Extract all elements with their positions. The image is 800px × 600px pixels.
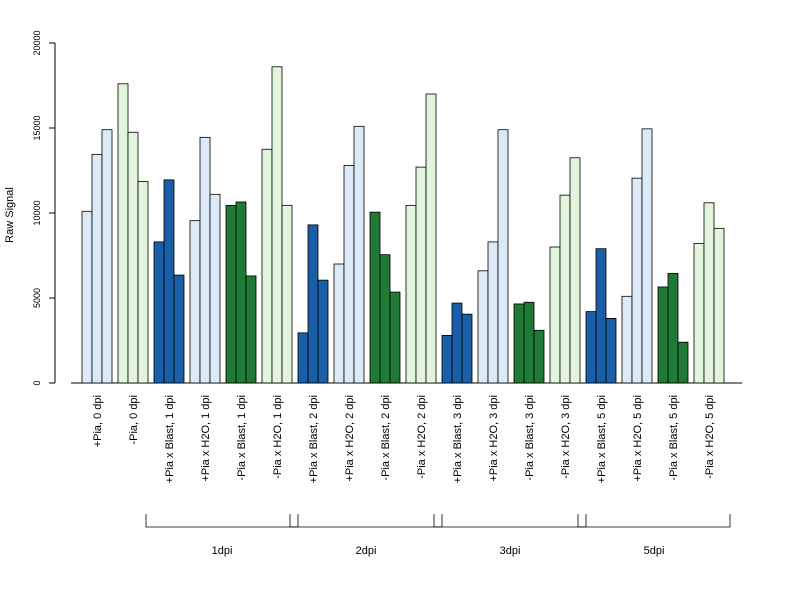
bar (549, 246, 561, 384)
bar (595, 248, 607, 384)
group-bracket (577, 514, 731, 528)
bar (667, 272, 679, 384)
y-tick-label: 5000 (32, 288, 42, 308)
category-label: +Pia x H2O, 2 dpi (344, 395, 356, 482)
bar (605, 317, 617, 384)
bar (477, 270, 489, 384)
bar (297, 332, 309, 384)
bar (621, 295, 633, 384)
category-label: +Pia x H2O, 3 dpi (488, 395, 500, 482)
bar (199, 136, 211, 384)
category-label: -Pia, 0 dpi (128, 395, 140, 445)
category-labels: +Pia, 0 dpi -Pia, 0 dpi +Pia x Blast, 1 dp… (92, 395, 716, 483)
bar (271, 66, 283, 384)
group-bracket (433, 514, 587, 528)
bar (513, 303, 525, 384)
bar (235, 201, 247, 384)
group-label: 3dpi (500, 545, 521, 557)
category-label: +Pia x Blast, 5 dpi (596, 395, 608, 483)
bar (91, 153, 103, 384)
bar (333, 263, 345, 384)
bar (81, 210, 93, 384)
group-brackets: 1dpi 2dpi 3dpi 5dpi (145, 514, 731, 557)
category-label: +Pia x H2O, 1 dpi (200, 395, 212, 482)
bar (585, 311, 597, 384)
category-label: +Pia x Blast, 2 dpi (308, 395, 320, 483)
bar (569, 157, 581, 384)
y-tick-label: 15000 (32, 115, 42, 140)
bar (693, 243, 705, 384)
bar (533, 329, 545, 384)
group-label: 5dpi (644, 545, 665, 557)
group-label: 2dpi (356, 545, 377, 557)
bar (173, 274, 185, 384)
category-label: -Pia x Blast, 3 dpi (524, 395, 536, 481)
bar (415, 166, 427, 384)
bar (189, 220, 201, 384)
category-label: -Pia x H2O, 5 dpi (704, 395, 716, 479)
category-label: -Pia x H2O, 3 dpi (560, 395, 572, 479)
category-label: -Pia x H2O, 2 dpi (416, 395, 428, 479)
bar (559, 194, 571, 384)
category-label: -Pia x H2O, 1 dpi (272, 395, 284, 479)
bar (425, 93, 437, 384)
group-bracket (145, 514, 299, 528)
y-tick-label: 10000 (32, 200, 42, 225)
category-label: +Pia x Blast, 1 dpi (164, 395, 176, 483)
bar (369, 211, 381, 384)
category-label: -Pia x Blast, 5 dpi (668, 395, 680, 481)
bar (281, 204, 293, 384)
bars (81, 66, 725, 384)
category-label: -Pia x Blast, 1 dpi (236, 395, 248, 481)
group-bracket (289, 514, 443, 528)
bar (245, 275, 257, 384)
y-axis: 0 5000 10000 15000 20000 (32, 30, 56, 386)
bar (703, 202, 715, 384)
bar (353, 125, 365, 384)
group-label: 1dpi (212, 545, 233, 557)
bar (631, 177, 643, 384)
category-label: +Pia x H2O, 5 dpi (632, 395, 644, 482)
y-axis-title: Raw Signal (4, 187, 16, 243)
bar (523, 301, 535, 384)
bar (307, 224, 319, 384)
bar (163, 179, 175, 384)
bar (487, 241, 499, 384)
y-tick-label: 0 (32, 380, 42, 385)
bar (225, 204, 237, 384)
category-label: +Pia x Blast, 3 dpi (452, 395, 464, 483)
bar (153, 241, 165, 384)
bar (101, 129, 113, 384)
category-label: -Pia x Blast, 2 dpi (380, 395, 392, 481)
bar (451, 302, 463, 384)
bar (405, 204, 417, 384)
bar (389, 291, 401, 384)
bar (317, 279, 329, 384)
bar (641, 128, 653, 384)
category-label: +Pia, 0 dpi (92, 395, 104, 447)
bar (657, 286, 669, 384)
bar (379, 254, 391, 384)
bar (117, 83, 129, 384)
bar (713, 227, 725, 384)
bar (137, 181, 149, 384)
bar (261, 148, 273, 384)
y-tick-label: 20000 (32, 30, 42, 55)
bar (441, 334, 453, 384)
bar (461, 313, 473, 384)
bar (209, 193, 221, 384)
bar (127, 131, 139, 384)
bar (497, 129, 509, 384)
bar (677, 341, 689, 384)
bar (343, 164, 355, 384)
